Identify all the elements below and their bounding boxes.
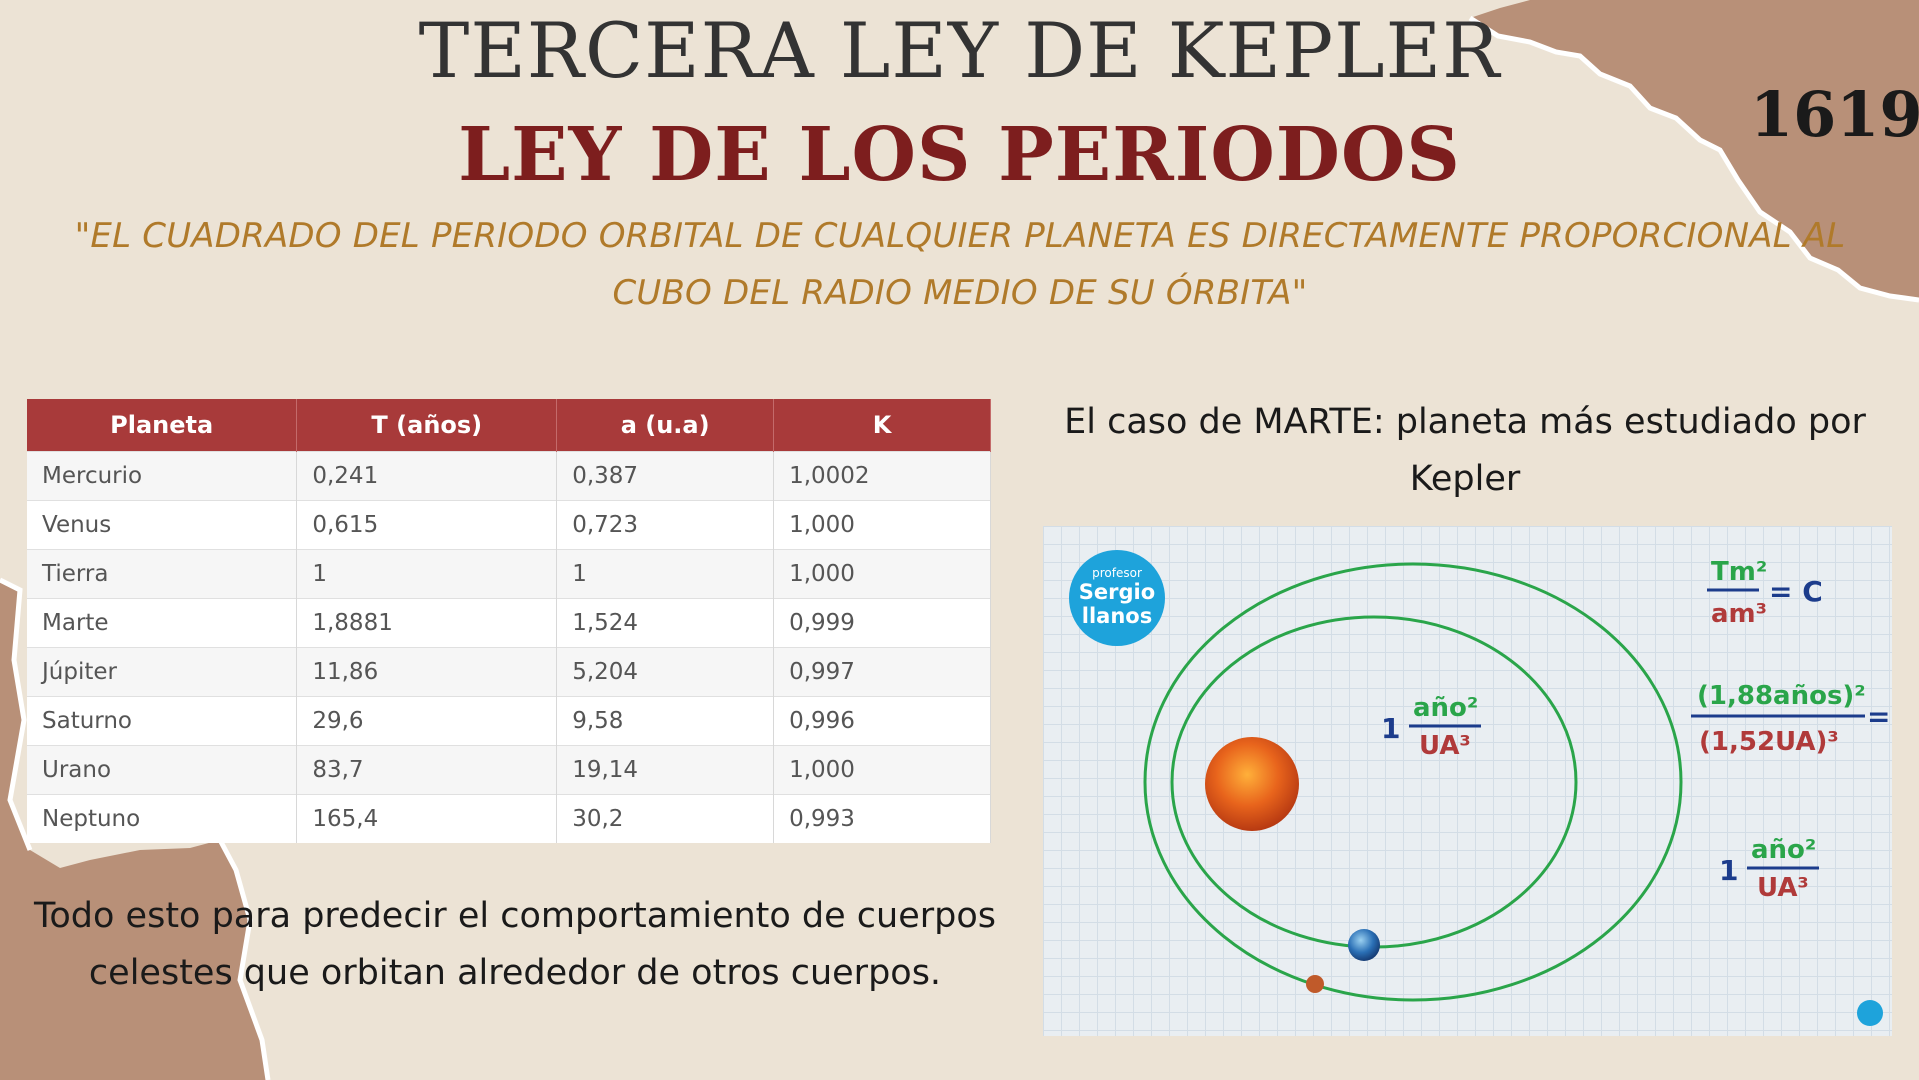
- table-cell: Urano: [27, 745, 298, 795]
- table-row: Venus 0,615 0,723 1,000: [27, 500, 991, 550]
- table-cell: 0,996: [773, 696, 991, 746]
- planets-table: Planeta T (años) a (u.a) K Mercurio 0,24…: [27, 399, 991, 843]
- table-cell: 0,387: [556, 451, 775, 501]
- year-label: 1619: [1750, 78, 1919, 151]
- table-cell: 83,7: [296, 745, 558, 795]
- table-row: Mercurio 0,241 0,387 1,0002: [27, 451, 991, 501]
- mars-case-heading: El caso de MARTE: planeta más estudiado …: [1064, 402, 1866, 499]
- table-cell: 30,2: [556, 794, 775, 843]
- watermark-logo-icon: [1857, 1000, 1883, 1026]
- table-header-cell: K: [773, 399, 991, 452]
- result-den: UA³: [1757, 873, 1809, 903]
- table-cell: 19,14: [556, 745, 775, 795]
- table-cell: 0,999: [773, 598, 991, 648]
- table-row: Tierra 1 1 1,000: [27, 549, 991, 599]
- table-header-cell: Planeta: [27, 399, 298, 452]
- table-cell: Marte: [27, 598, 298, 648]
- table-cell: 1,000: [773, 500, 991, 550]
- table-cell: 11,86: [296, 647, 558, 697]
- table-row: Saturno 29,6 9,58 0,996: [27, 696, 991, 746]
- table-header-row: Planeta T (años) a (u.a) K: [27, 399, 991, 452]
- mars-den: (1,52UA)³: [1699, 727, 1839, 757]
- table-row: Marte 1,8881 1,524 0,999: [27, 598, 991, 648]
- earth-icon: [1348, 929, 1380, 961]
- sun-icon: [1205, 737, 1299, 831]
- table-cell: 0,723: [556, 500, 775, 550]
- mars-icon: [1306, 975, 1324, 993]
- table-cell: 5,204: [556, 647, 775, 697]
- eq-unit-num: año²: [1413, 693, 1478, 723]
- table-header-cell: a (u.a): [556, 399, 775, 452]
- table-cell: Tierra: [27, 549, 298, 599]
- table-cell: 1,524: [556, 598, 775, 648]
- bottom-paragraph: Todo esto para predecir el comportamient…: [33, 896, 997, 993]
- table-cell: Saturno: [27, 696, 298, 746]
- table-cell: 1,000: [773, 549, 991, 599]
- table-cell: 29,6: [296, 696, 558, 746]
- orbit-diagram: 1 año² UA³ Tm² am³ = C (1,88años)² (1,52…: [1143, 557, 1890, 1002]
- orbit-illustration: 1 año² UA³ Tm² am³ = C (1,88años)² (1,52…: [1043, 526, 1892, 1036]
- table-cell: Venus: [27, 500, 298, 550]
- table-cell: 165,4: [296, 794, 558, 843]
- table-cell: 1,000: [773, 745, 991, 795]
- page-title: TERCERA LEY DE KEPLER: [418, 6, 1501, 95]
- table-cell: Mercurio: [27, 451, 298, 501]
- badge-line-1: Sergio: [1078, 580, 1156, 604]
- profesor-badge: profesor Sergio llanos: [1069, 550, 1165, 646]
- result-one: 1: [1719, 854, 1738, 887]
- table-cell: 0,615: [296, 500, 558, 550]
- table-cell: 9,58: [556, 696, 775, 746]
- eq-unit-den: UA³: [1419, 731, 1471, 761]
- badge-small-text: profesor: [1092, 566, 1142, 580]
- table-header-cell: T (años): [296, 399, 558, 452]
- table-cell: 1,0002: [773, 451, 991, 501]
- law-quote: "EL CUADRADO DEL PERIODO ORBITAL DE CUAL…: [74, 216, 1846, 313]
- mars-num: (1,88años)²: [1697, 681, 1866, 711]
- badge-line-2: llanos: [1081, 604, 1153, 628]
- kepler-den: am³: [1711, 599, 1767, 629]
- table-cell: 0,997: [773, 647, 991, 697]
- table-cell: Júpiter: [27, 647, 298, 697]
- table-cell: Neptuno: [27, 794, 298, 843]
- table-row: Neptuno 165,4 30,2 0,993: [27, 794, 991, 843]
- table-cell: 0,993: [773, 794, 991, 843]
- table-cell: 1: [296, 549, 558, 599]
- eq-one: 1: [1381, 712, 1400, 745]
- table-row: Urano 83,7 19,14 1,000: [27, 745, 991, 795]
- table-row: Júpiter 11,86 5,204 0,997: [27, 647, 991, 697]
- mars-orbit: [1143, 562, 1683, 1002]
- table-cell: 1: [556, 549, 775, 599]
- table-cell: 1,8881: [296, 598, 558, 648]
- result-num: año²: [1751, 835, 1816, 865]
- kepler-num: Tm²: [1711, 557, 1767, 587]
- kepler-const: = C: [1769, 575, 1823, 608]
- page-subtitle: LEY DE LOS PERIODOS: [458, 112, 1461, 198]
- table-cell: 0,241: [296, 451, 558, 501]
- equals-sign: =: [1867, 700, 1890, 733]
